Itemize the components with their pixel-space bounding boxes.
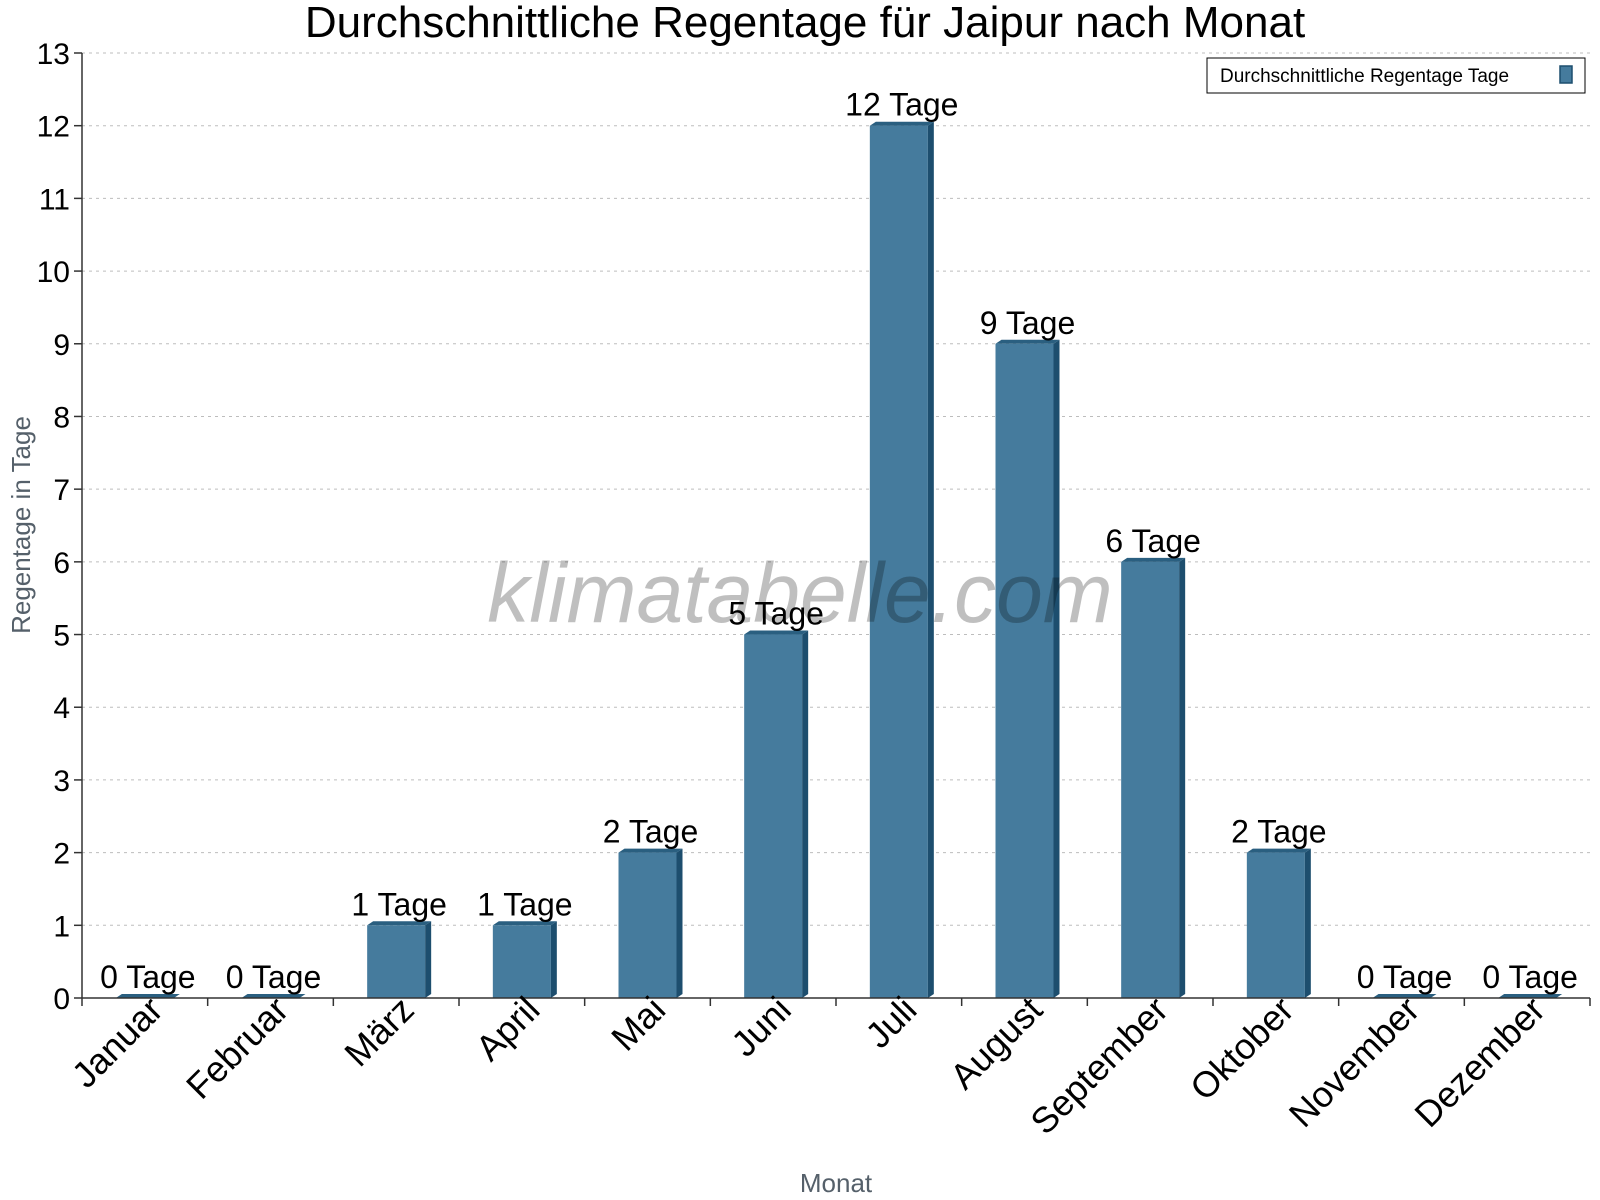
bar-side (1179, 557, 1186, 998)
bar (995, 343, 1054, 998)
legend-swatch (1559, 65, 1573, 84)
bar-side (550, 921, 557, 998)
bar-top (1246, 848, 1311, 853)
bar-top (241, 994, 306, 998)
y-tick-label: 9 (53, 329, 70, 362)
bar (618, 852, 677, 998)
y-tick-label: 12 (37, 111, 70, 144)
bar-top (492, 921, 557, 926)
y-axis-title: Regentage in Tage (6, 416, 36, 634)
y-tick-label: 2 (53, 838, 70, 871)
bar (744, 634, 803, 998)
data-label: 5 Tage (728, 596, 824, 632)
bar (869, 125, 928, 998)
bar-side (802, 630, 809, 998)
bar-top (1121, 557, 1186, 562)
data-label: 0 Tage (1357, 959, 1453, 995)
y-tick-label: 13 (37, 38, 70, 71)
data-label: 12 Tage (845, 87, 958, 123)
legend-label: Durchschnittliche Regentage Tage (1220, 66, 1509, 87)
data-label: 0 Tage (1482, 959, 1578, 995)
bar (1121, 561, 1180, 998)
bar-top (115, 994, 180, 998)
bar-group (115, 121, 1563, 998)
bar (367, 925, 426, 998)
y-tick-label: 3 (53, 765, 70, 798)
data-label: 0 Tage (100, 959, 196, 995)
bar-top (1372, 994, 1437, 998)
bar-side (676, 848, 683, 998)
bar (1246, 852, 1305, 998)
legend-box (1206, 57, 1586, 94)
bar (492, 925, 551, 998)
y-tick-label: 8 (53, 401, 70, 434)
legend[interactable]: Durchschnittliche Regentage Tage (1206, 57, 1586, 94)
bar-side (425, 921, 432, 998)
data-label: 1 Tage (477, 886, 573, 922)
data-label: 2 Tage (1231, 814, 1327, 850)
data-label: 9 Tage (980, 305, 1076, 341)
bar-top (618, 848, 683, 853)
data-label: 2 Tage (603, 814, 699, 850)
data-labels: 0 Tage 0 Tage 1 Tage 1 Tage 2 Tage 5 Tage 12 T… (100, 87, 1578, 995)
y-tick-label: 4 (53, 692, 70, 725)
data-label: 6 Tage (1105, 523, 1201, 559)
bar-top (367, 921, 432, 926)
x-axis-title: Monat (800, 1168, 873, 1198)
bar-side (1304, 848, 1311, 998)
data-label: 1 Tage (351, 886, 447, 922)
bar-side (1053, 339, 1060, 998)
bar-top (869, 121, 934, 126)
watermark-text: klimatabelle.com (487, 546, 1113, 640)
axes (81, 53, 1591, 1006)
y-tick-label: 7 (53, 474, 70, 507)
y-tick-label: 0 (53, 983, 70, 1016)
data-label: 0 Tage (226, 959, 322, 995)
chart-title: Durchschnittliche Regentage für Jaipur n… (305, 0, 1305, 47)
bar-top (1498, 994, 1563, 998)
y-tick-label: 10 (37, 256, 70, 289)
bar-top (744, 630, 809, 635)
y-tick-label: 1 (53, 910, 70, 943)
bar-side (927, 121, 934, 998)
y-tick-label: 6 (53, 547, 70, 580)
bar-top (995, 339, 1060, 344)
y-tick-label: 11 (39, 183, 70, 216)
y-tick-label: 5 (53, 620, 70, 653)
